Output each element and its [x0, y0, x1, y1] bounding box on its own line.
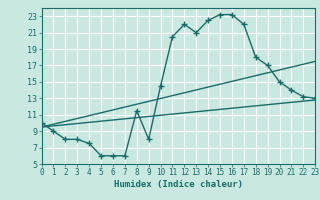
X-axis label: Humidex (Indice chaleur): Humidex (Indice chaleur)	[114, 180, 243, 189]
